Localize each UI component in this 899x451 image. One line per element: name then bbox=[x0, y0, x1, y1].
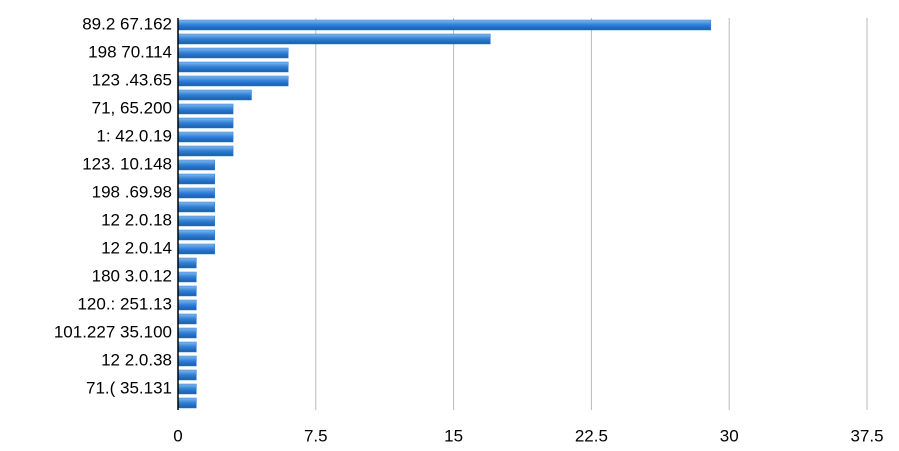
bar bbox=[177, 313, 197, 325]
bar bbox=[177, 47, 289, 59]
y-tick-label: 180 3.0.12 bbox=[92, 266, 172, 285]
x-tick-label: 22.5 bbox=[575, 426, 608, 445]
bar bbox=[177, 327, 197, 339]
bar bbox=[177, 285, 197, 297]
bar bbox=[177, 369, 197, 381]
y-tick-label: 101.227 35.100 bbox=[54, 322, 172, 341]
y-tick-label: 71.( 35.131 bbox=[86, 378, 172, 397]
y-tick-label: 123. 10.148 bbox=[82, 154, 172, 173]
bar bbox=[177, 215, 215, 227]
bar bbox=[177, 173, 215, 185]
bar bbox=[177, 201, 215, 213]
y-tick-label: 89.2 67.162 bbox=[82, 14, 172, 33]
y-tick-label: 198 .69.98 bbox=[92, 182, 172, 201]
bar bbox=[177, 75, 289, 87]
y-tick-label: 12 2.0.14 bbox=[101, 238, 172, 257]
bar bbox=[177, 383, 197, 395]
bar bbox=[177, 271, 197, 283]
bar bbox=[177, 61, 289, 73]
bar bbox=[177, 187, 215, 199]
bar bbox=[177, 341, 197, 353]
x-tick-label: 7.5 bbox=[304, 426, 328, 445]
y-tick-label: 198 70.114 bbox=[88, 42, 172, 61]
bar bbox=[177, 117, 234, 129]
bar bbox=[177, 243, 215, 255]
bar bbox=[177, 257, 197, 269]
y-tick-label: 1: 42.0.19 bbox=[96, 126, 172, 145]
x-tick-label: 15 bbox=[444, 426, 463, 445]
y-tick-label: 71, 65.200 bbox=[92, 98, 172, 117]
bar bbox=[177, 103, 234, 115]
x-tick-label: 30 bbox=[720, 426, 739, 445]
bar bbox=[177, 19, 712, 31]
y-tick-label: 12 2.0.38 bbox=[101, 350, 172, 369]
bar bbox=[177, 229, 215, 241]
bar bbox=[177, 89, 252, 101]
bar bbox=[177, 33, 491, 45]
bar bbox=[177, 397, 197, 409]
bar bbox=[177, 355, 197, 367]
bar bbox=[177, 299, 197, 311]
y-tick-label: 120.: 251.13 bbox=[77, 294, 172, 313]
y-tick-label: 123 .43.65 bbox=[92, 70, 172, 89]
x-tick-label: 0 bbox=[173, 426, 182, 445]
bar bbox=[177, 131, 234, 143]
bar bbox=[177, 159, 215, 171]
bar bbox=[177, 145, 234, 157]
x-tick-label: 37.5 bbox=[850, 426, 883, 445]
y-tick-label: 12 2.0.18 bbox=[101, 210, 172, 229]
